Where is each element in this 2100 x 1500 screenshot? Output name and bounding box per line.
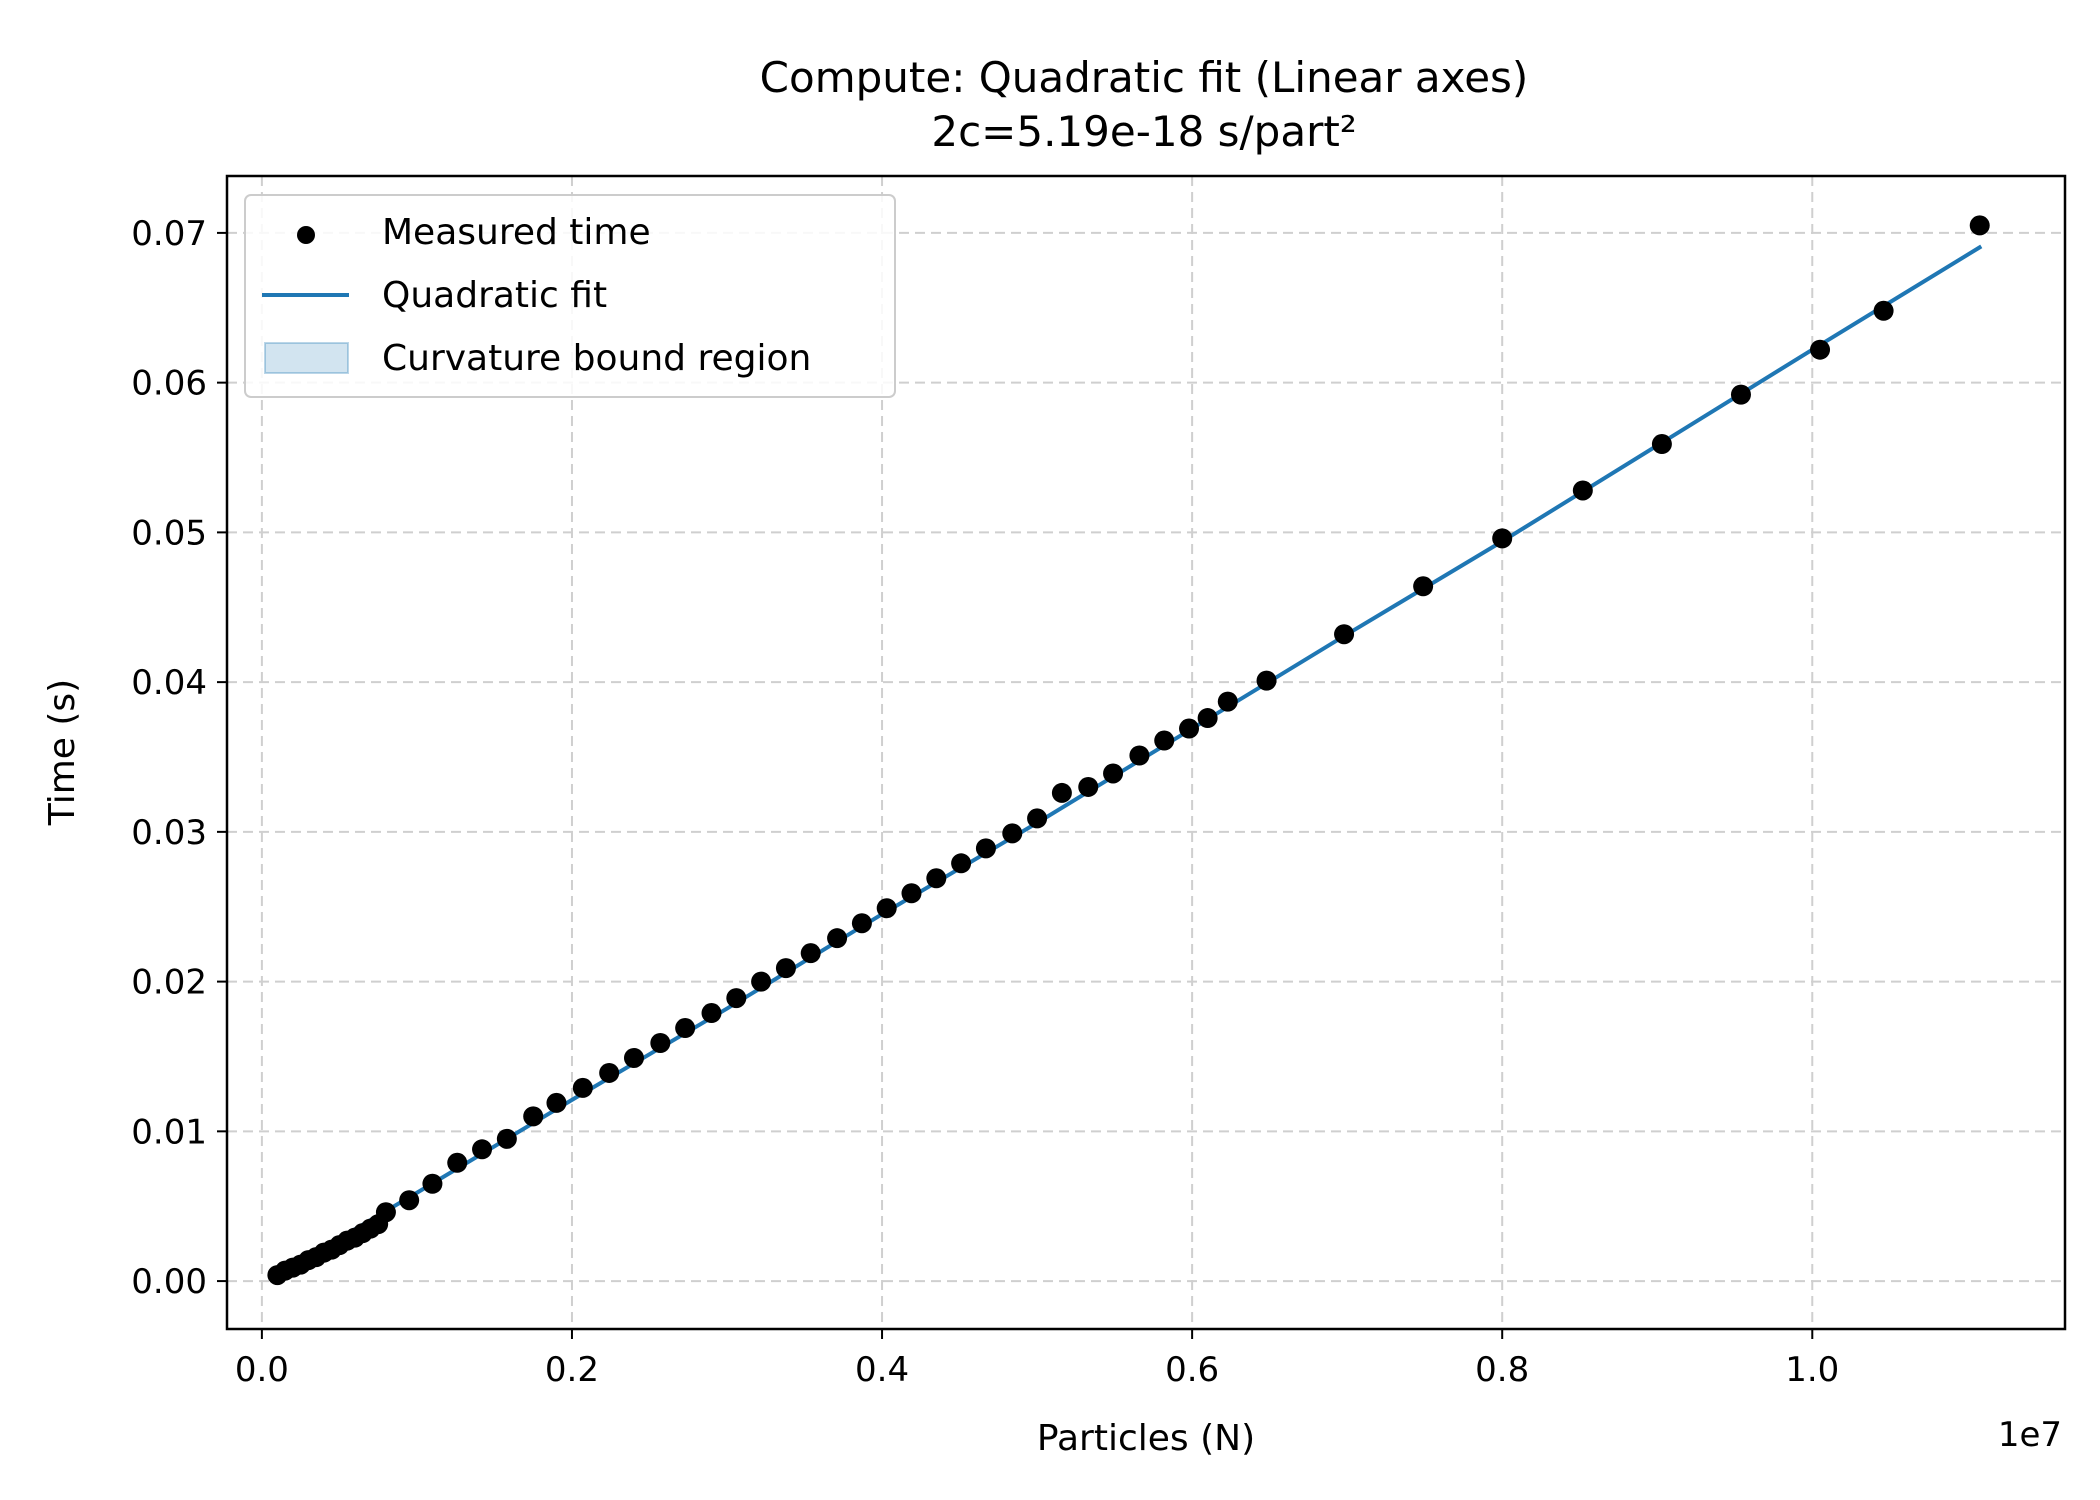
measured-time-point [827,928,848,949]
x-axis-ticks: 0.0 0.2 0.4 0.6 0.8 1.0 [235,1329,1839,1390]
y-tick-label: 0.00 [131,1262,207,1302]
measured-time-point [599,1062,620,1083]
measured-time-point [1217,691,1238,712]
measured-time-point [1969,215,1990,236]
y-tick-label: 0.02 [131,963,207,1003]
measured-time-point [650,1032,671,1053]
x-tick-label: 0.4 [855,1350,909,1390]
measured-time-point [876,898,897,919]
y-tick-label: 0.05 [131,513,207,553]
y-tick-label: 0.01 [131,1112,207,1152]
measured-time-point [496,1128,517,1149]
y-tick-label: 0.04 [131,663,207,703]
measured-time-point [422,1173,443,1194]
x-axis-label: Particles (N) [1037,1418,1255,1459]
measured-time-point [523,1106,544,1127]
measured-time-point [399,1190,420,1211]
legend-label-measured-time: Measured time [382,212,651,253]
measured-time-point [447,1152,468,1173]
y-axis-ticks: 0.00 0.01 0.02 0.03 0.04 0.05 0.06 0.07 [131,214,227,1302]
measured-time-point [975,838,996,859]
measured-time-point [1103,763,1124,784]
measured-time-point [1413,576,1434,597]
legend-frame [244,194,896,398]
measured-time-point [375,1202,396,1223]
measured-time-point [1002,823,1023,844]
y-tick-label: 0.06 [131,364,207,404]
legend-marker-curvature-bound-region [264,342,349,374]
measured-time-point [1651,434,1672,455]
measured-time-point [1334,624,1355,645]
measured-time-point [1154,730,1175,751]
measured-time-point [951,853,972,874]
measured-time-point [701,1003,722,1024]
x-axis-offset-label: 1e7 [1998,1415,2062,1455]
y-axis-label: Time (s) [42,679,83,826]
chart-title: Compute: Quadratic fit (Linear axes) [760,53,1529,102]
measured-time-point [775,958,796,979]
y-tick-label: 0.03 [131,813,207,853]
legend-marker-measured-time [297,226,315,244]
measured-time-point [726,988,747,1009]
chart-subtitle: 2c=5.19e-18 s/part² [931,107,1356,156]
x-tick-label: 0.2 [545,1350,599,1390]
measured-time-point [1492,528,1513,549]
measured-time-point [1730,384,1751,405]
measured-time-point [851,913,872,934]
measured-time-point [1197,708,1218,729]
plot-frame [225,174,2067,1331]
measured-time-point [1051,782,1072,803]
measured-time-point [751,971,772,992]
measured-time-point [472,1139,493,1160]
measured-time-point [675,1018,696,1039]
measured-time-point [1256,670,1277,691]
measured-time-point [800,943,821,964]
measured-time-point [1873,300,1894,321]
measured-time-point [926,868,947,889]
measured-time-point [901,883,922,904]
x-tick-label: 0.0 [235,1350,289,1390]
measured-time-point [1179,718,1200,739]
measured-time-point [1129,745,1150,766]
legend-label-curvature-bound-region: Curvature bound region [382,338,811,379]
legend-label-quadratic-fit: Quadratic fit [382,275,607,316]
x-tick-label: 1.0 [1785,1350,1839,1390]
measured-time-point [1572,480,1593,501]
measured-time-point [572,1077,593,1098]
y-tick-label: 0.07 [131,214,207,254]
scatter-points-layer [267,215,1990,1286]
x-tick-label: 0.8 [1475,1350,1529,1390]
measured-time-point [546,1092,567,1113]
measured-time-point [1078,776,1099,797]
measured-time-point [1810,339,1831,360]
measured-time-point [623,1047,644,1068]
measured-time-point [1027,808,1048,829]
x-tick-label: 0.6 [1165,1350,1219,1390]
legend: Measured time Quadratic fit Curvature bo… [244,194,896,398]
